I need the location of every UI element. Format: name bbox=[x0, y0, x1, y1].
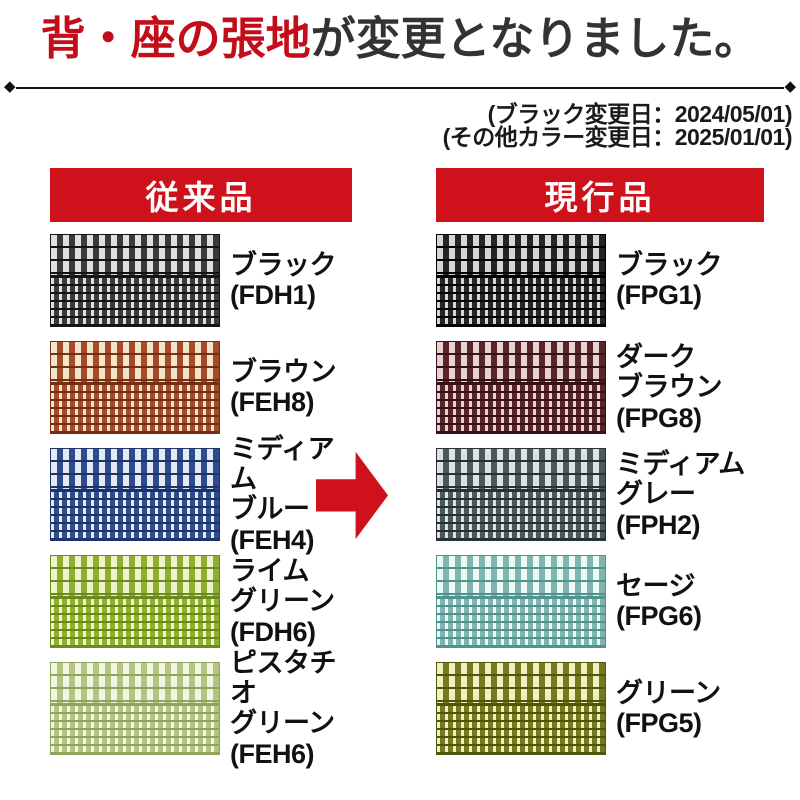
diamond-icon: ◆ bbox=[4, 78, 16, 95]
column-old-product: 従来品 ブラック (FDH1) ブラウン (FEH8) ミディアム ブルー (F… bbox=[50, 167, 352, 769]
fabric-swatch-feh4 bbox=[50, 447, 220, 541]
fabric-label-fpg8: ダーク ブラウン (FPG8) bbox=[616, 342, 723, 433]
fabric-label-fph2: ミディアム グレー (FPH2) bbox=[616, 449, 745, 540]
new-product-header: 現行品 bbox=[436, 167, 764, 222]
row-new-medium-gray: ミディアム グレー (FPH2) bbox=[436, 447, 764, 541]
fabric-label-feh6: ピスタチオ グリーン (FEH6) bbox=[230, 647, 337, 769]
fabric-label-fdh1: ブラック (FDH1) bbox=[230, 250, 337, 311]
fabric-swatch-fpg8 bbox=[436, 340, 606, 434]
fabric-swatch-fdh6 bbox=[50, 554, 220, 648]
fabric-label-feh4: ミディアム ブルー (FEH4) bbox=[230, 433, 335, 555]
fabric-swatch-fpg6 bbox=[436, 554, 606, 648]
row-old-lime-green: ライム グリーン (FDH6) bbox=[50, 554, 352, 648]
column-new-product: 現行品 ブラック (FPG1) ダーク ブラウン (FPG8) ミディアム グレ… bbox=[436, 167, 764, 769]
comparison-section: 従来品 ブラック (FDH1) ブラウン (FEH8) ミディアム ブルー (F… bbox=[0, 167, 800, 769]
fabric-swatch-fdh1 bbox=[50, 233, 220, 327]
row-old-brown: ブラウン (FEH8) bbox=[50, 340, 352, 434]
divider-rule: ◆ ◆ bbox=[4, 78, 796, 95]
page-title: 背・座の張地が変更となりました。 bbox=[0, 0, 800, 66]
row-old-black: ブラック (FDH1) bbox=[50, 233, 352, 327]
fabric-label-feh8: ブラウン (FEH8) bbox=[230, 357, 337, 418]
fabric-swatch-feh6 bbox=[50, 661, 220, 755]
fabric-label-fdh6: ライム グリーン (FDH6) bbox=[230, 556, 335, 647]
change-dates: (ブラック変更日：2024/05/01) (その他カラー変更日：2025/01/… bbox=[0, 101, 800, 151]
fabric-label-fpg1: ブラック (FPG1) bbox=[616, 250, 723, 311]
diamond-icon: ◆ bbox=[784, 78, 796, 95]
row-new-sage: セージ (FPG6) bbox=[436, 554, 764, 648]
fabric-swatch-feh8 bbox=[50, 340, 220, 434]
date-line-black: (ブラック変更日：2024/05/01) bbox=[487, 101, 793, 127]
row-new-green: グリーン (FPG5) bbox=[436, 661, 764, 755]
divider-line bbox=[15, 86, 785, 89]
row-old-pistachio-green: ピスタチオ グリーン (FEH6) bbox=[50, 648, 352, 769]
title-rest: が変更となりました。 bbox=[310, 13, 760, 64]
title-highlight: 背・座の張地 bbox=[40, 13, 311, 64]
row-old-medium-blue: ミディアム ブルー (FEH4) bbox=[50, 434, 352, 555]
fabric-label-fpg5: グリーン (FPG5) bbox=[616, 678, 721, 739]
fabric-swatch-fpg1 bbox=[436, 233, 606, 327]
fabric-label-fpg6: セージ (FPG6) bbox=[616, 571, 702, 632]
fabric-swatch-fpg5 bbox=[436, 661, 606, 755]
old-product-header: 従来品 bbox=[50, 167, 352, 222]
date-line-other-colors: (その他カラー変更日：2025/01/01) bbox=[442, 124, 793, 151]
row-new-black: ブラック (FPG1) bbox=[436, 233, 764, 327]
fabric-swatch-fph2 bbox=[436, 447, 606, 541]
row-new-dark-brown: ダーク ブラウン (FPG8) bbox=[436, 340, 764, 434]
